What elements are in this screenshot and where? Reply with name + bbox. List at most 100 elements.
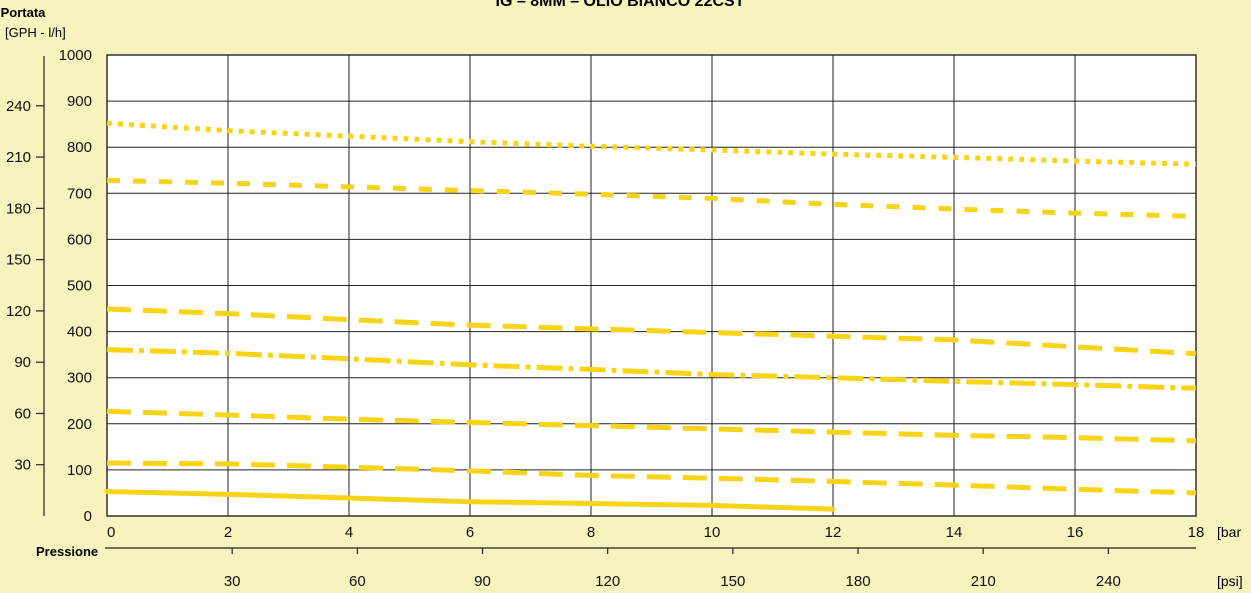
series-line-5 <box>106 306 1197 357</box>
x-tick-label: 12 <box>825 524 842 541</box>
series-4-point <box>1195 387 1197 389</box>
series-7-point <box>469 141 471 143</box>
series-4-point <box>106 349 108 351</box>
x-tick-label: 8 <box>587 524 595 541</box>
x-axis-units-psi: [psi] <box>1217 573 1243 589</box>
series-5-point <box>590 328 592 330</box>
secondary-x-tick-label: 120 <box>595 573 620 590</box>
series-7-point <box>832 153 834 155</box>
series-4-point <box>469 364 471 366</box>
series-5-point <box>711 332 713 334</box>
y-tick-label: 900 <box>67 93 92 110</box>
secondary-y-tick-label: 120 <box>6 303 31 320</box>
series-2-point <box>711 477 713 479</box>
y-tick-label: 100 <box>67 462 92 479</box>
series-2-point <box>590 475 592 477</box>
series-5-point <box>227 313 229 315</box>
series-2-point <box>1074 488 1076 490</box>
series-2-point <box>832 481 834 483</box>
y-tick-label: 0 <box>84 508 92 525</box>
y-tick-label: 1000 <box>59 47 92 64</box>
secondary-x-tick-label: 180 <box>846 573 871 590</box>
secondary-y-tick-label: 180 <box>6 200 31 217</box>
series-6-point <box>832 203 834 205</box>
series-3-point <box>832 431 834 433</box>
series-6-point <box>590 193 592 195</box>
y-tick-label: 700 <box>67 185 92 202</box>
x-tick-label: 14 <box>946 524 963 541</box>
secondary-y-tick-label: 240 <box>6 98 31 115</box>
series-3-point <box>1195 440 1197 442</box>
series-2-point <box>1195 492 1197 494</box>
series-6-point <box>469 190 471 192</box>
series-5-point <box>1074 346 1076 348</box>
axes: 0 2 4 6 8 10 12 14 16 180100200300400500600700800… <box>6 47 1204 590</box>
secondary-x-tick-label: 30 <box>224 573 241 590</box>
y-tick-label: 500 <box>67 278 92 295</box>
x-tick-label: 0 <box>107 524 115 541</box>
chart-title: IG – 8MM – OLIO BIANCO 22CST <box>496 0 745 10</box>
series-6-point <box>348 186 350 188</box>
series-5-point <box>469 324 471 326</box>
series-1-point <box>469 501 471 503</box>
secondary-x-tick-label: 240 <box>1096 573 1121 590</box>
series-1-point <box>590 503 592 505</box>
y-tick-label: 600 <box>67 231 92 248</box>
x-tick-label: 10 <box>704 524 721 541</box>
series-1-point <box>832 508 834 510</box>
secondary-y-tick-label: 60 <box>14 405 31 422</box>
series-1-point <box>227 493 229 495</box>
secondary-x-tick-label: 210 <box>971 573 996 590</box>
series-2-point <box>348 466 350 468</box>
series-line-4 <box>106 347 1197 391</box>
series-4-point <box>348 358 350 360</box>
series-2-point <box>227 463 229 465</box>
series-4-point <box>590 369 592 371</box>
series-line-2 <box>106 460 1197 496</box>
series-7-point <box>348 135 350 137</box>
secondary-y-tick-label: 30 <box>14 457 31 474</box>
x-tick-label: 2 <box>224 524 232 541</box>
series-6-point <box>1195 215 1197 217</box>
series-2-point <box>469 470 471 472</box>
secondary-x-tick-label: 150 <box>720 573 745 590</box>
series-3-point <box>106 410 108 412</box>
series-6-point <box>953 208 955 210</box>
series-7-point <box>1195 163 1197 165</box>
series-3-point <box>469 422 471 424</box>
series-line-3 <box>106 408 1197 444</box>
series-5-point <box>832 335 834 337</box>
series-3-point <box>953 434 955 436</box>
series-1-point <box>348 497 350 499</box>
x-tick-label: 16 <box>1067 524 1084 541</box>
y-tick-label: 400 <box>67 324 92 341</box>
secondary-y-tick-label: 150 <box>6 252 31 269</box>
series-6-point <box>711 197 713 199</box>
series-7-point <box>953 156 955 158</box>
series-5-point <box>1195 353 1197 355</box>
secondary-x-tick-label: 60 <box>349 573 366 590</box>
series-6-point <box>1074 212 1076 214</box>
series-4-point <box>832 377 834 379</box>
series-7-point <box>711 149 713 151</box>
y-tick-label: 300 <box>67 370 92 387</box>
series-3-point <box>348 418 350 420</box>
series-7-point <box>106 122 108 124</box>
series-4-point <box>711 374 713 376</box>
series-3-point <box>711 428 713 430</box>
secondary-y-tick-label: 210 <box>6 149 31 166</box>
series-4-point <box>953 380 955 382</box>
series-6-point <box>227 182 229 184</box>
x-axis-units-bar: [bar <box>1217 524 1241 540</box>
plot-area <box>104 54 1197 517</box>
y-tick-label: 200 <box>67 416 92 433</box>
series-5-point <box>348 319 350 321</box>
x-tick-label: 4 <box>345 524 353 541</box>
series-6-point <box>106 179 108 181</box>
series-7-point <box>227 130 229 132</box>
series-4-point <box>227 352 229 354</box>
y-axis-units: [GPH - l/h] <box>5 25 66 40</box>
x-axis-title: Pressione <box>36 544 98 559</box>
y-tick-label: 800 <box>67 139 92 156</box>
